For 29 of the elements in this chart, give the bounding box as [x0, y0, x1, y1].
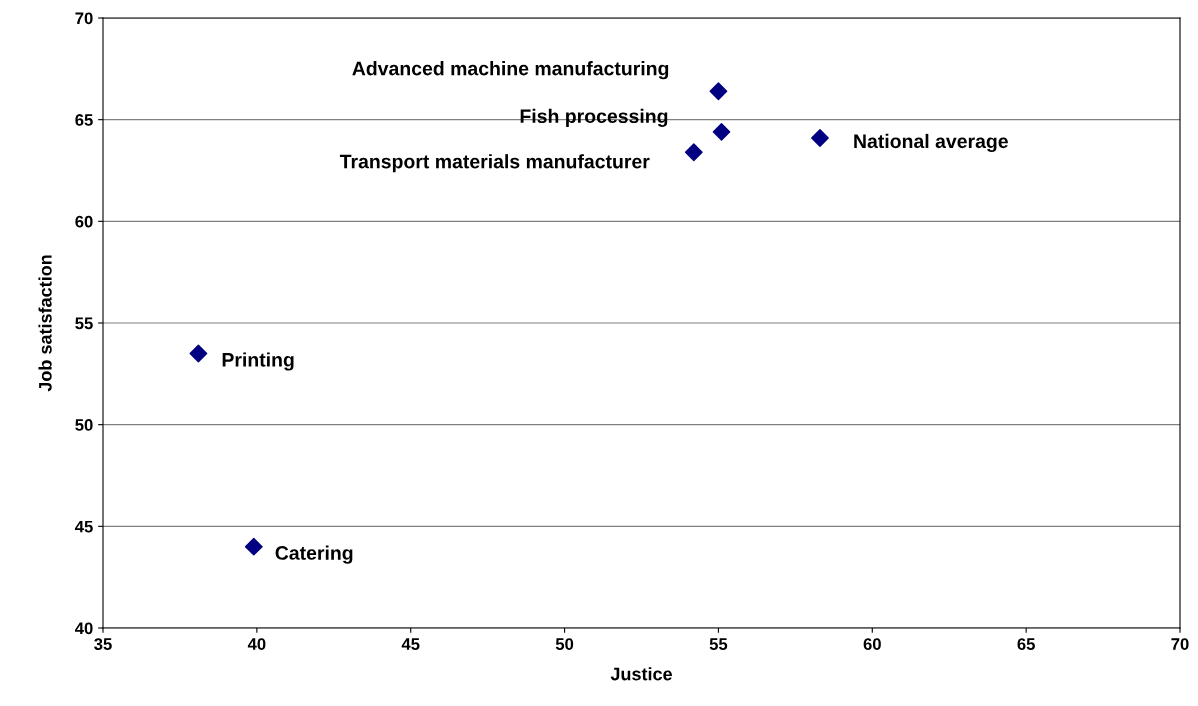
annotation: Catering — [275, 545, 353, 564]
x-tick-label: 60 — [863, 638, 881, 650]
x-axis-title: Justice — [610, 667, 672, 681]
point — [684, 143, 703, 162]
point — [811, 129, 829, 147]
y-tick-label: 60 — [75, 215, 93, 228]
x-tick-label: 50 — [555, 638, 574, 650]
point — [189, 344, 208, 363]
annotation: National average — [854, 133, 1008, 153]
x-tick-label: 35 — [94, 638, 112, 650]
annotation: Fish processing — [520, 108, 668, 127]
y-tick-label: 65 — [75, 114, 93, 126]
y-tick-label: 40 — [74, 622, 93, 635]
x-tick-label: 40 — [247, 638, 266, 650]
y-axis-title: Job satisfaction — [38, 255, 52, 392]
y-tick-label: 55 — [75, 317, 93, 330]
x-tick-label: 45 — [401, 638, 420, 650]
x-tick-label: 65 — [1017, 638, 1035, 650]
y-tick-label: 45 — [74, 520, 93, 533]
annotation: Transport materials manufacturer — [339, 154, 650, 173]
annotation: Printing — [222, 352, 294, 371]
y-tick-label: 50 — [75, 419, 93, 431]
point — [244, 537, 263, 556]
y-tick-label: 70 — [75, 12, 93, 25]
annotation: Advanced machine manufacturing — [352, 61, 669, 80]
x-tick-label: 70 — [1171, 638, 1189, 650]
x-tick-label: 55 — [709, 638, 728, 650]
point — [709, 82, 728, 101]
point — [712, 122, 731, 141]
